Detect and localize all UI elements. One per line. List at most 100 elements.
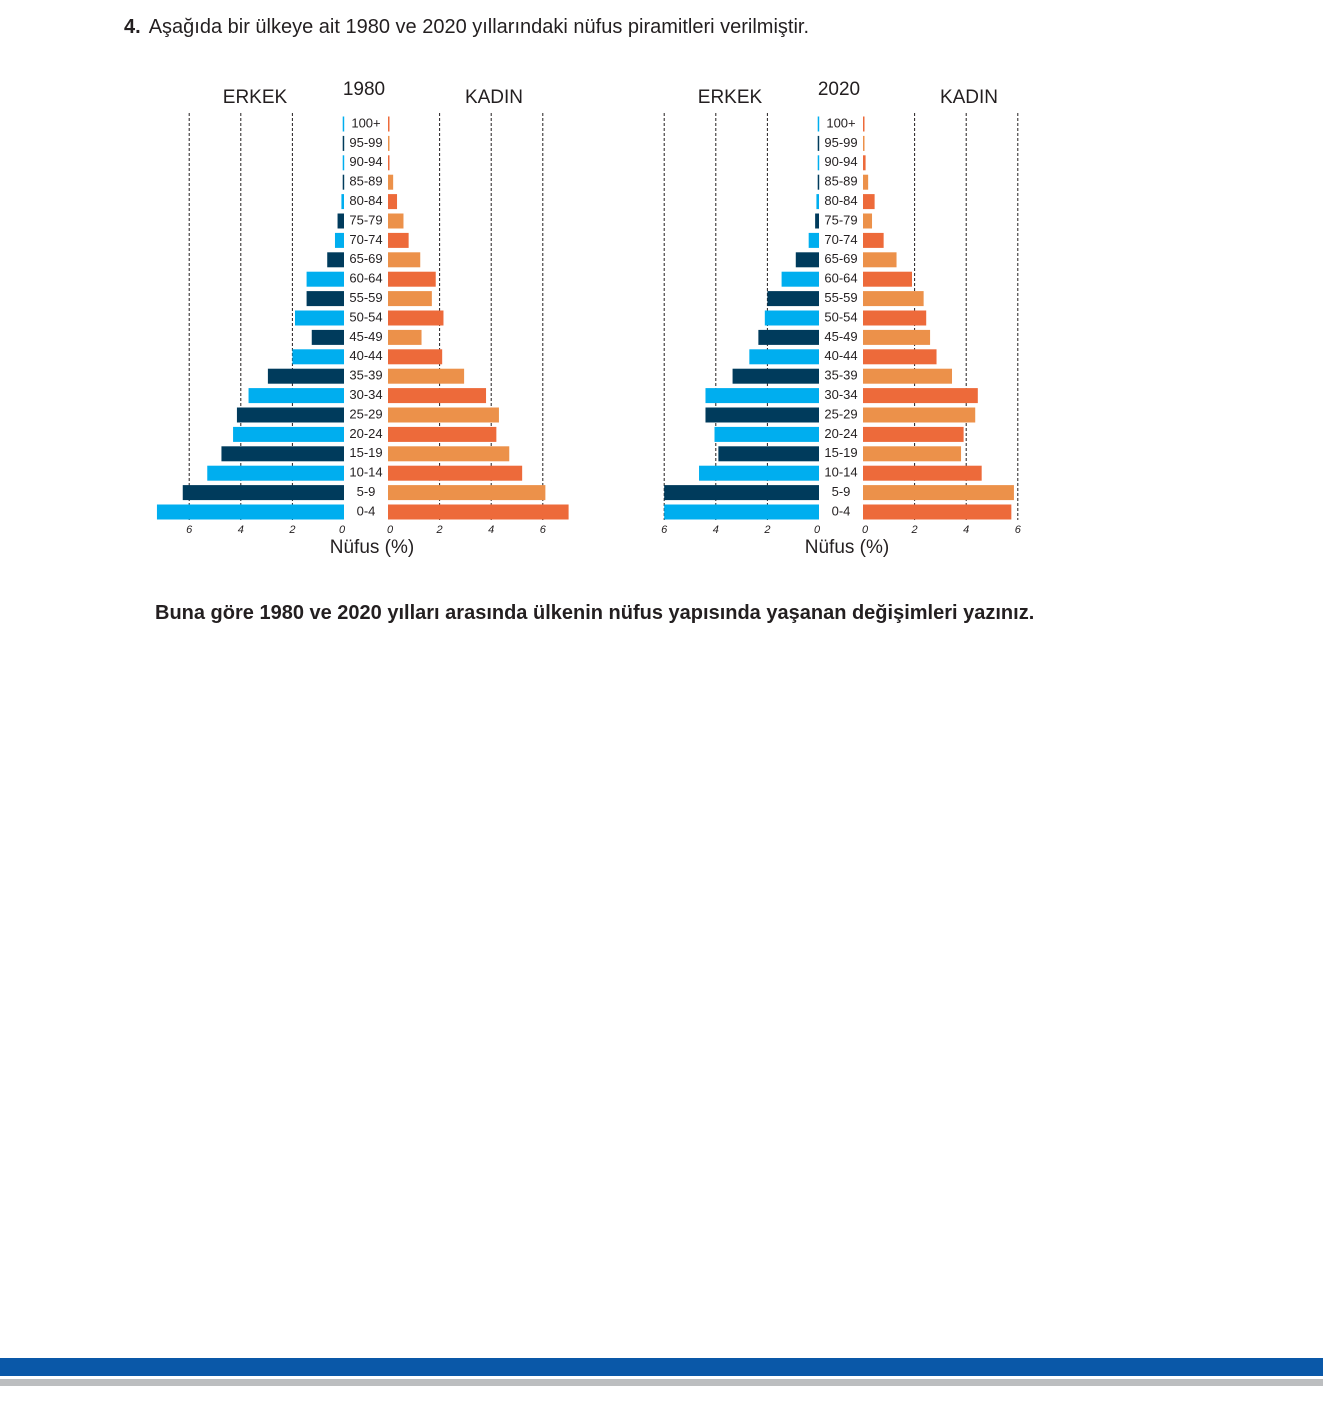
x-tick-label: 0 <box>814 524 821 536</box>
bar <box>334 232 344 248</box>
x-tick-label: 6 <box>1015 524 1022 536</box>
category-label: 5-9 <box>832 484 851 499</box>
bar <box>311 329 344 345</box>
bar <box>863 174 869 190</box>
x-tick-label: 6 <box>540 524 547 536</box>
bar <box>863 426 964 442</box>
x-tick-label: 6 <box>661 524 668 536</box>
bar <box>388 116 390 132</box>
category-label: 20-24 <box>349 426 382 441</box>
series-label: ERKEK <box>698 87 763 108</box>
category-label: 100+ <box>826 115 855 130</box>
bar <box>342 135 345 151</box>
bar <box>388 388 487 404</box>
bar <box>388 310 444 326</box>
bar <box>388 155 390 171</box>
category-label: 45-49 <box>824 329 857 344</box>
bar <box>863 252 897 268</box>
bar <box>699 465 819 481</box>
category-label: 5-9 <box>357 484 376 499</box>
category-label: 10-14 <box>824 465 857 480</box>
bar <box>388 485 546 501</box>
bar <box>781 271 819 287</box>
bar <box>808 232 819 248</box>
bar <box>714 426 819 442</box>
bar <box>388 135 390 151</box>
bar <box>816 194 819 210</box>
x-tick-label: 6 <box>186 524 193 536</box>
series-label: ERKEK <box>223 87 288 108</box>
bar <box>221 446 344 462</box>
bar <box>758 329 819 345</box>
bar <box>388 232 409 248</box>
category-label: 85-89 <box>824 174 857 189</box>
footer-line <box>0 1379 1323 1386</box>
x-tick-label: 4 <box>713 524 719 536</box>
category-label: 40-44 <box>824 348 857 363</box>
bar <box>863 465 982 481</box>
bar <box>863 155 866 171</box>
bar <box>388 213 404 229</box>
bar <box>664 504 819 520</box>
bar <box>863 329 931 345</box>
category-label: 70-74 <box>349 232 382 247</box>
category-label: 30-34 <box>824 387 857 402</box>
bar <box>306 271 344 287</box>
bar <box>863 135 865 151</box>
bar <box>817 155 820 171</box>
category-label: 100+ <box>351 115 380 130</box>
category-label: 90-94 <box>824 154 857 169</box>
bar <box>248 388 344 404</box>
bar <box>863 368 953 384</box>
category-label: 65-69 <box>349 251 382 266</box>
bar <box>341 194 344 210</box>
question-header: 4. Aşağıda bir ülkeye ait 1980 ve 2020 yı… <box>124 16 809 39</box>
bar <box>388 407 499 423</box>
category-label: 85-89 <box>349 174 382 189</box>
bar <box>764 310 819 326</box>
bar <box>705 407 819 423</box>
bar <box>664 485 819 501</box>
category-label: 60-64 <box>824 271 857 286</box>
question: Buna göre 1980 ve 2020 yılları arasında … <box>155 602 1035 624</box>
bar <box>388 329 422 345</box>
bar <box>863 116 865 132</box>
bar <box>767 291 819 307</box>
bar <box>749 349 819 365</box>
bar <box>233 426 344 442</box>
x-tick-label: 0 <box>387 524 394 536</box>
bar <box>817 135 820 151</box>
bar <box>863 271 913 287</box>
bar <box>342 155 345 171</box>
bar <box>863 194 875 210</box>
question-number: 4. <box>124 16 141 38</box>
footer-bar <box>0 1358 1323 1376</box>
category-label: 65-69 <box>824 251 857 266</box>
bar <box>388 426 497 442</box>
axis-label: Nüfus (%) <box>805 537 889 558</box>
category-label: 80-84 <box>349 193 382 208</box>
chart-title: 2020 <box>818 79 860 100</box>
bar <box>236 407 344 423</box>
category-label: 75-79 <box>349 212 382 227</box>
bar <box>795 252 819 268</box>
axis-label: Nüfus (%) <box>330 537 414 558</box>
category-label: 35-39 <box>824 368 857 383</box>
category-label: 45-49 <box>349 329 382 344</box>
category-label: 15-19 <box>824 445 857 460</box>
bar <box>817 116 820 132</box>
bar <box>294 310 344 326</box>
bar <box>863 310 927 326</box>
question-text: Aşağıda bir ülkeye ait 1980 ve 2020 yıll… <box>148 16 809 38</box>
category-label: 55-59 <box>349 290 382 305</box>
category-label: 95-99 <box>824 135 857 150</box>
bar <box>306 291 344 307</box>
bar <box>182 485 344 501</box>
category-label: 70-74 <box>824 232 857 247</box>
x-tick-label: 2 <box>436 524 443 536</box>
x-tick-label: 0 <box>862 524 869 536</box>
category-label: 35-39 <box>349 368 382 383</box>
bar <box>863 388 978 404</box>
bar <box>718 446 819 462</box>
